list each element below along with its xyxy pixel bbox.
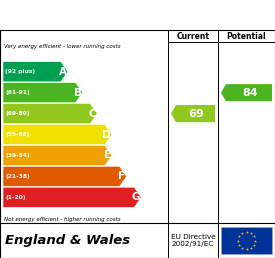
Polygon shape	[221, 84, 272, 101]
Text: F: F	[119, 171, 126, 181]
Text: A: A	[59, 67, 67, 77]
Polygon shape	[3, 145, 112, 166]
Polygon shape	[3, 103, 97, 124]
Text: (55-68): (55-68)	[5, 132, 29, 137]
Text: (1-20): (1-20)	[5, 195, 26, 200]
Polygon shape	[3, 124, 112, 144]
Polygon shape	[171, 105, 215, 122]
Text: G: G	[132, 192, 140, 202]
Polygon shape	[3, 166, 127, 187]
Text: E: E	[104, 150, 111, 160]
Text: (21-38): (21-38)	[5, 174, 30, 179]
Text: Energy Efficiency Rating: Energy Efficiency Rating	[8, 9, 192, 22]
Text: (69-80): (69-80)	[5, 111, 29, 116]
Text: Not energy efficient - higher running costs: Not energy efficient - higher running co…	[4, 217, 121, 222]
Polygon shape	[3, 62, 68, 82]
Text: 84: 84	[242, 88, 258, 98]
Text: C: C	[89, 109, 96, 119]
Text: Potential: Potential	[227, 32, 266, 41]
Polygon shape	[3, 187, 141, 207]
Text: (92 plus): (92 plus)	[5, 69, 35, 74]
Polygon shape	[3, 83, 82, 103]
Text: 69: 69	[189, 109, 204, 119]
Text: Very energy efficient - lower running costs: Very energy efficient - lower running co…	[4, 44, 121, 49]
Text: England & Wales: England & Wales	[5, 234, 130, 247]
Text: Current: Current	[177, 32, 210, 41]
Bar	[221, 227, 272, 254]
Text: B: B	[73, 88, 81, 98]
Text: (39-54): (39-54)	[5, 153, 30, 158]
Text: D: D	[102, 130, 111, 140]
Text: (81-91): (81-91)	[5, 90, 30, 95]
Text: EU Directive
2002/91/EC: EU Directive 2002/91/EC	[170, 234, 215, 247]
